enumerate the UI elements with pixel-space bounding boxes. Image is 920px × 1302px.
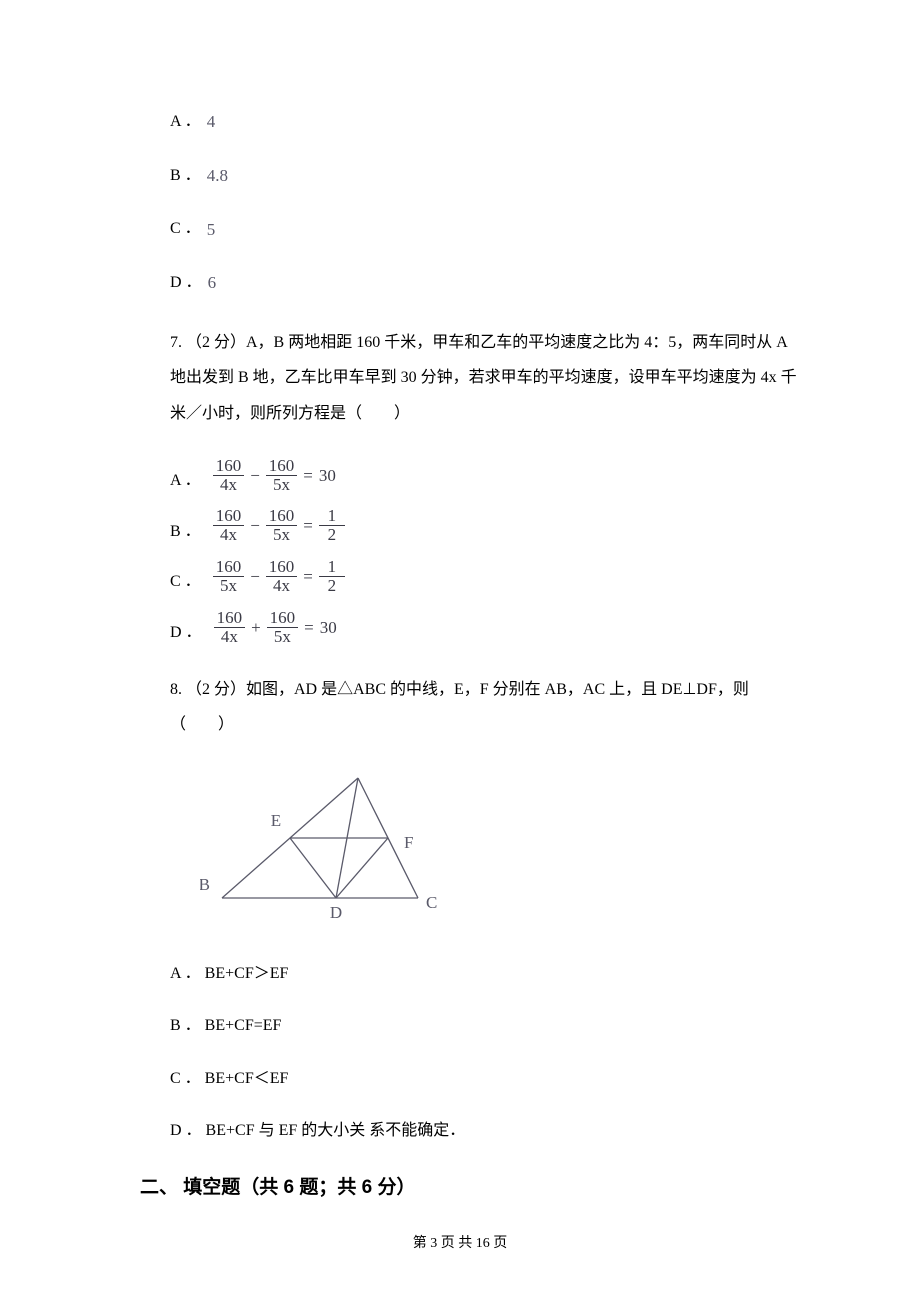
fraction: 1604x [266, 558, 298, 595]
q7-option-c: C ． 1605x − 1604x = 12 [170, 558, 800, 595]
page: A ． 4 B ． 4.8 C ． 5 D ． 6 7. （2 分）A，B 两地… [0, 0, 920, 1302]
option-value: 5 [207, 218, 216, 242]
q8-triangle-diagram: B C D E F [200, 768, 800, 943]
option-label: A ． [170, 111, 201, 133]
q6-option-b: B ． 4.8 [170, 164, 800, 188]
q8-option-d: D ． BE+CF 与 EF 的大小关 系不能确定． [170, 1120, 800, 1142]
fraction: 1604x [213, 507, 245, 544]
equation: 1604x − 1605x = 12 [213, 507, 345, 544]
equation: 1605x − 1604x = 12 [213, 558, 345, 595]
q8-option-c: C ． BE+CF＜EF [170, 1068, 800, 1090]
option-label: C ． [170, 218, 201, 240]
option-value: 4.8 [207, 164, 228, 188]
svg-text:D: D [330, 903, 342, 922]
q8-option-a: A ． BE+CF＞EF [170, 963, 800, 985]
option-label: D ． [170, 625, 202, 641]
fraction: 12 [319, 558, 345, 595]
option-label: B ． [170, 165, 201, 187]
svg-text:E: E [271, 811, 281, 830]
fraction: 1605x [213, 558, 245, 595]
option-label: A ． [170, 473, 201, 489]
triangle-svg: B C D E F [200, 768, 450, 938]
option-label: B ． [170, 524, 201, 540]
q8-option-b: B ． BE+CF=EF [170, 1015, 800, 1037]
q6-option-a: A ． 4 [170, 110, 800, 134]
fraction: 12 [319, 507, 345, 544]
q7-text: 7. （2 分）A，B 两地相距 160 千米，甲车和乙车的平均速度之比为 4：… [170, 325, 800, 431]
q7-option-b: B ． 1604x − 1605x = 12 [170, 507, 800, 544]
option-label: C ． [170, 574, 201, 590]
option-value: 6 [208, 271, 217, 295]
page-footer: 第 3 页 共 16 页 [0, 1232, 920, 1252]
fraction: 1605x [266, 457, 298, 494]
svg-text:F: F [404, 833, 413, 852]
fraction: 1605x [266, 507, 298, 544]
section-2-heading: 二、 填空题（共 6 题；共 6 分） [140, 1172, 800, 1199]
fraction: 1605x [267, 609, 299, 646]
q8-text: 8. （2 分）如图，AD 是△ABC 的中线，E，F 分别在 AB，AC 上，… [170, 672, 800, 742]
equation: 1604x − 1605x = 30 [213, 457, 336, 494]
q7-option-a: A ． 1604x − 1605x = 30 [170, 457, 800, 494]
option-label: D ． [170, 272, 202, 294]
q7-option-d: D ． 1604x + 1605x = 30 [170, 609, 800, 646]
equation: 1604x + 1605x = 30 [214, 609, 337, 646]
q6-option-d: D ． 6 [170, 271, 800, 295]
fraction: 1604x [213, 457, 245, 494]
option-value: 4 [207, 110, 216, 134]
svg-text:B: B [200, 875, 210, 894]
q6-option-c: C ． 5 [170, 218, 800, 242]
fraction: 1604x [214, 609, 246, 646]
svg-text:C: C [426, 893, 437, 912]
